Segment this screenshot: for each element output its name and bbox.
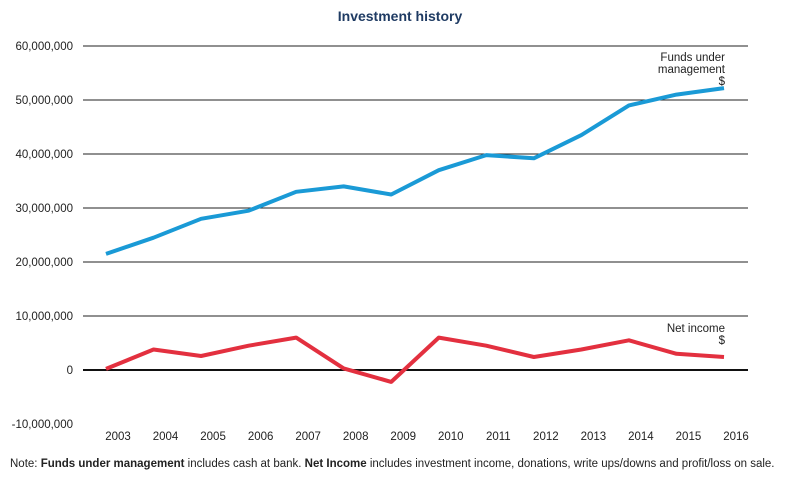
y-tick-label: 60,000,000 [15,41,73,53]
y-tick-label: 30,000,000 [15,203,73,215]
x-tick-label: 2007 [295,431,321,443]
footnote: Note: Funds under management includes ca… [10,458,795,470]
x-tick-label: 2009 [390,431,416,443]
x-tick-label: 2008 [343,431,369,443]
footnote-term-funds: Funds under management [40,458,185,470]
footnote-prefix: Note: [10,458,41,470]
x-tick-label: 2010 [438,431,464,443]
x-tick-label: 2014 [628,431,654,443]
y-tick-label: 50,000,000 [15,95,73,107]
footnote-text-2: includes investment income, donations, w… [366,458,775,470]
x-tick-label: 2011 [486,431,511,443]
x-tick-label: 2016 [723,431,749,443]
x-tick-label: 2004 [153,431,179,443]
funds-under-management-label: Funds under [660,52,725,64]
y-tick-label: 10,000,000 [15,311,73,323]
x-tick-label: 2015 [676,431,702,443]
funds-under-management-label: management [658,64,726,76]
net-income-line [105,335,725,384]
footnote-text-1: includes cash at bank. [184,458,305,470]
x-tick-label: 2012 [533,431,559,443]
y-tick-label: 0 [67,365,73,377]
y-tick-label: -10,000,000 [12,419,73,431]
chart-title: Investment history [337,8,463,24]
funds-under-management-line [105,86,725,256]
funds-under-management-label: $ [719,76,726,88]
x-tick-label: 2005 [200,431,226,443]
x-tick-label: 2003 [105,431,131,443]
net-income-label: Net income [667,323,725,335]
y-tick-label: 40,000,000 [15,149,73,161]
x-tick-label: 2013 [581,431,607,443]
net-income-label: $ [719,335,726,347]
footnote-term-net-income: Net Income [304,458,367,470]
x-tick-label: 2006 [248,431,274,443]
y-tick-label: 20,000,000 [15,257,73,269]
